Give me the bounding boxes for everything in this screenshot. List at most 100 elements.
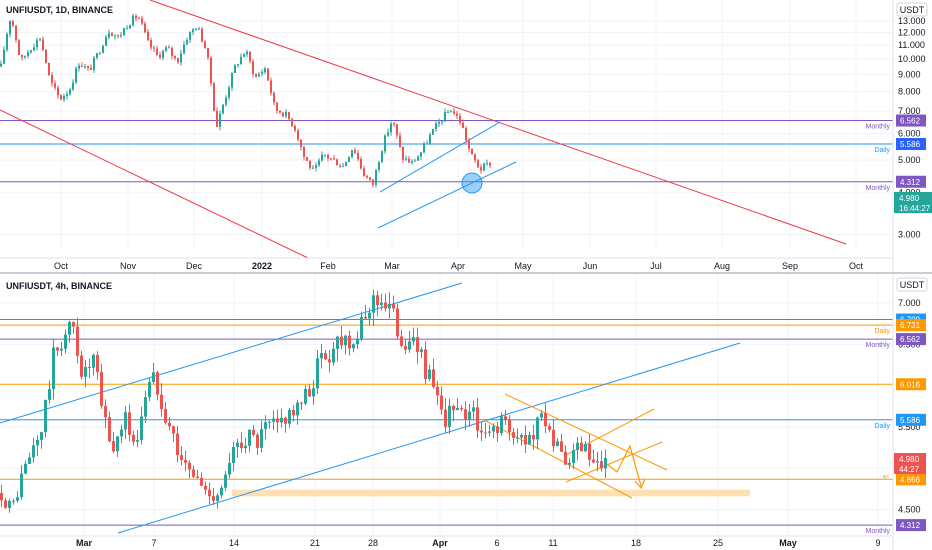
candle-body <box>416 337 419 353</box>
candle-body <box>84 367 87 377</box>
candle-body <box>508 419 511 433</box>
candle-body <box>320 353 323 359</box>
x-tick-label: Feb <box>320 261 336 271</box>
candle-body <box>260 428 263 448</box>
candle-body <box>404 345 407 350</box>
candle-body <box>0 63 2 67</box>
candle-body <box>438 121 440 124</box>
candle-body <box>264 68 266 73</box>
candle-body <box>246 51 248 55</box>
level-price-label: 6.562 <box>900 117 921 126</box>
level-price-badge <box>896 378 926 391</box>
four-hour-chart-title: UNFIUSDT, 4h, BINANCE <box>6 281 112 291</box>
x-tick-label: Jul <box>650 261 662 271</box>
y-tick-label: 7.000 <box>898 298 921 308</box>
candle-body <box>76 326 79 356</box>
candle-body <box>168 47 170 49</box>
candle-body <box>303 146 305 158</box>
daily-currency-label: USDT <box>900 5 925 15</box>
alert-arrow-icon[interactable]: ⇐ <box>883 472 890 481</box>
candle-body <box>164 409 167 423</box>
candle-body <box>392 303 395 309</box>
candle-body <box>524 434 527 445</box>
lower-channel-line[interactable] <box>0 109 309 259</box>
y-tick-label: 8.000 <box>898 87 921 97</box>
candle-body <box>486 162 488 164</box>
candle-body <box>120 35 122 37</box>
candle-body <box>150 39 152 48</box>
x-tick-label: Mar <box>384 261 400 271</box>
four-hour-pane[interactable]: Daily Monthly Daily Monthly UNFIUSDT, 4h, B… <box>0 274 928 550</box>
candle-body <box>280 417 283 423</box>
candle-body <box>459 115 461 123</box>
candle-body <box>102 45 104 53</box>
candle-body <box>584 444 587 452</box>
candle-body <box>48 62 50 76</box>
candle-body <box>180 455 183 460</box>
candle-body <box>33 47 35 51</box>
candle-body <box>520 434 523 438</box>
candle-body <box>243 54 245 57</box>
candle-body <box>6 34 8 50</box>
candle-body <box>492 426 495 432</box>
candle-body <box>252 429 255 435</box>
candle-body <box>460 408 463 410</box>
candle-body <box>270 80 272 93</box>
candle-body <box>396 308 399 337</box>
level-price-label: 6.016 <box>900 380 921 389</box>
candle-body <box>440 395 443 410</box>
projection-path <box>603 444 642 487</box>
four-hour-last-price-badge <box>894 453 926 474</box>
candle-body <box>568 462 571 465</box>
candle-body <box>336 336 339 349</box>
level-tag: Monthly <box>865 124 890 131</box>
candle-body <box>333 158 335 160</box>
candle-body <box>228 462 231 475</box>
rising-channel-upper[interactable] <box>379 121 501 193</box>
candle-body <box>372 179 374 185</box>
candle-body <box>136 440 139 442</box>
y-tick-label: 11.000 <box>898 40 925 50</box>
candle-body <box>36 439 39 446</box>
four-hour-currency-box <box>896 277 928 292</box>
x-tick-label: Nov <box>120 261 137 271</box>
candle-body <box>100 372 103 406</box>
candle-body <box>222 104 224 114</box>
candle-body <box>453 111 455 114</box>
candle-body <box>400 336 403 346</box>
candle-body <box>237 64 239 66</box>
candle-body <box>111 33 113 37</box>
candle-body <box>380 302 383 306</box>
candle-body <box>560 441 563 452</box>
candle-body <box>432 129 434 135</box>
candle-body <box>306 157 308 161</box>
upper-channel-line[interactable] <box>149 0 847 245</box>
candle-body <box>426 143 428 145</box>
daily-currency-box <box>896 2 928 17</box>
y-tick-label: 5.500 <box>898 422 921 432</box>
candle-body <box>552 429 555 447</box>
candle-body <box>348 335 351 349</box>
candle-body <box>124 412 127 430</box>
candle-body <box>288 111 290 120</box>
candle-body <box>90 67 92 70</box>
level-price-badge <box>896 319 926 332</box>
candle-body <box>474 154 476 161</box>
candle-body <box>489 162 491 166</box>
candle-body <box>148 381 151 398</box>
rising-channel-lower[interactable] <box>377 161 517 229</box>
daily-pane[interactable]: Monthly Daily Monthly UNFIUSDT, 1D, BINANC… <box>0 0 932 272</box>
candle-body <box>488 431 491 433</box>
highlight-circle <box>461 172 483 194</box>
level-price-label: 5.586 <box>900 416 921 425</box>
candle-body <box>423 143 425 153</box>
candle-body <box>282 112 284 117</box>
x-tick-label: 6 <box>494 538 499 548</box>
candle-body <box>408 158 410 163</box>
candle-body <box>234 65 236 73</box>
candle-body <box>375 169 377 185</box>
candle-body <box>201 28 203 42</box>
candle-body <box>480 430 483 433</box>
x-tick-label: Apr <box>451 261 465 271</box>
